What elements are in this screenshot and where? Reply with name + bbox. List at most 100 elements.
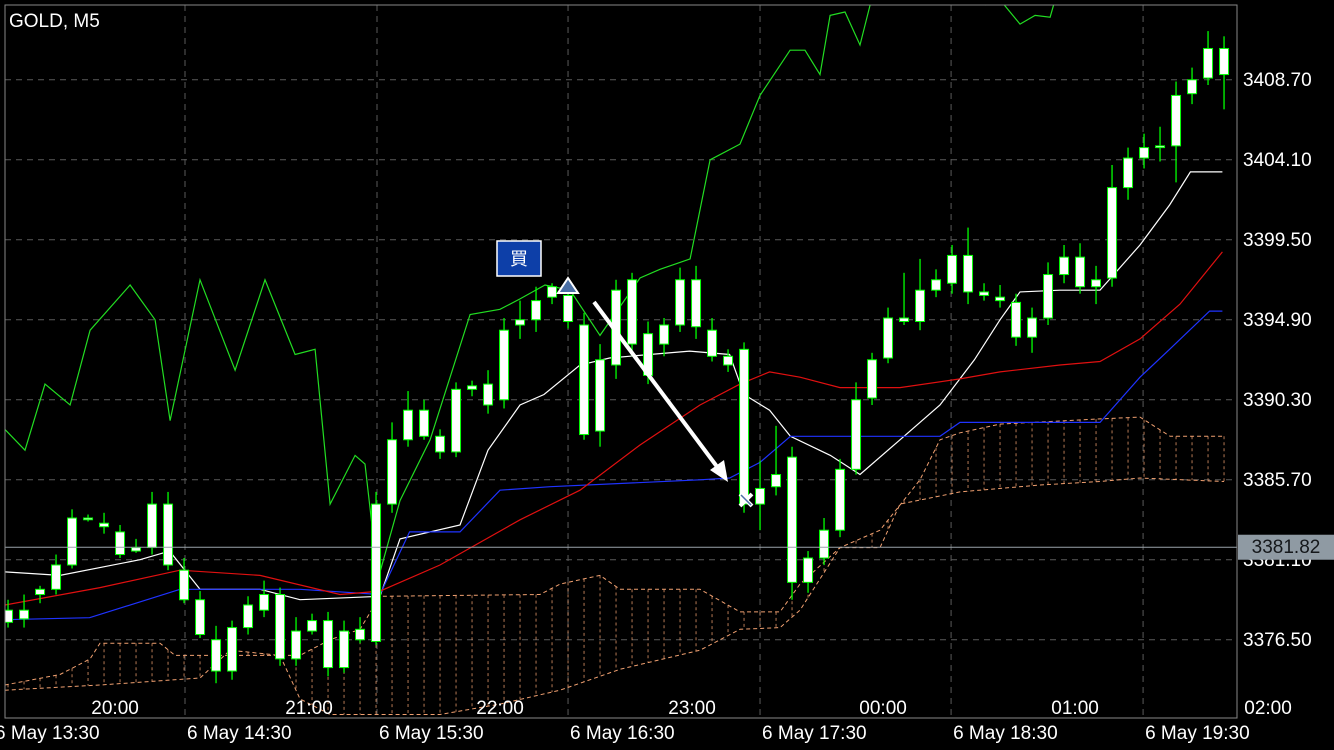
candle-body [691,279,702,328]
candle-body [67,517,78,566]
candle-body [355,628,366,641]
exit-cross-line [740,494,752,506]
x2-tick-label: 22:00 [476,698,524,719]
candle-body [547,286,558,298]
candle-body [707,329,718,357]
candle-body [307,620,318,632]
candle-body [179,569,190,601]
candle-body [227,627,238,672]
x2-tick-label: 00:00 [859,698,907,719]
trade-arrow [592,300,720,470]
candle-body [1187,79,1198,95]
candle-body [35,588,46,596]
x-tick-label: 6 May 14:30 [187,723,292,744]
cloud-span [5,477,1225,715]
candle-body [211,639,222,672]
candle-body [1123,157,1134,189]
candle-body [947,254,958,284]
cloud [5,416,1225,715]
candle-body [1219,47,1230,76]
y-tick-label: 3376.50 [1243,630,1312,651]
candle-body [403,409,414,441]
candle-body [835,468,846,531]
candle-body [19,609,30,620]
candle-body [931,279,942,291]
candle-body [435,435,446,453]
candle-body [1139,147,1150,159]
candle-body [739,348,750,505]
candle-body [419,409,430,437]
y-tick-label: 3408.70 [1243,70,1312,91]
trade-arrow-head [710,460,728,482]
candle-body [1059,256,1070,276]
candle-body [387,439,398,505]
candle-body [99,522,110,528]
x-tick-label: 6 May 18:30 [953,723,1058,744]
candle-body [979,291,990,296]
plot-frame [4,4,1238,719]
candle-body [1011,301,1022,338]
candle-body [339,630,350,669]
x2-tick-label: 02:00 [1244,698,1292,719]
candle-body [899,317,910,323]
buy-marker [496,240,542,277]
candle-body [1107,187,1118,279]
candle-body [275,594,286,660]
x-tick-label: 6 May 13:30 [0,723,100,744]
candle-body [163,503,174,566]
candle-body [563,294,574,323]
candle-body [1171,94,1182,147]
candle-body [771,474,782,488]
candle-body [131,547,142,552]
candle-body [1027,317,1038,338]
candle-body [723,355,734,366]
y-tick-label: 3385.70 [1243,470,1312,491]
y-tick-label: 3390.30 [1243,390,1312,411]
candle-body [595,359,606,432]
candle-body [195,599,206,636]
x2-tick-label: 20:00 [91,698,139,719]
candle-body [963,254,974,293]
candle-body [323,620,334,669]
x2-tick-label: 21:00 [285,698,333,719]
candle-body [659,324,670,345]
candle-body [483,383,494,406]
candle-body [995,296,1006,302]
indicator-line [5,5,1055,580]
candle-body [755,487,766,505]
candle-body [531,300,542,321]
candle-body [1075,256,1086,288]
x2-tick-label: 23:00 [668,698,716,719]
cloud-span [5,416,1224,686]
candle-body [819,529,830,559]
candle-body [5,609,14,623]
trade-markers: 買 [496,240,754,508]
x-tick-label: 6 May 16:30 [570,723,675,744]
candle-body [867,359,878,399]
candle-body [1091,279,1102,288]
candle-body [515,319,526,326]
y-tick-label: 3399.50 [1243,230,1312,251]
indicator-line [5,310,1223,621]
candle-body [627,279,638,345]
candle-body [675,279,686,326]
candle-body [787,456,798,583]
last-price-box [1238,534,1334,560]
candle-body [579,324,590,436]
x-tick-label: 6 May 15:30 [379,723,484,744]
candle-body [499,329,510,401]
x-tick-label: 6 May 17:30 [762,723,867,744]
x-tick-label: 6 May 19:30 [1145,723,1250,744]
last-price-label: 3381.82 [1252,537,1321,558]
candles [5,31,1230,684]
candle-body [451,388,462,453]
exit-cross [738,492,754,508]
candle-body [803,557,814,583]
candle-body [259,594,270,611]
candle-body [851,399,862,470]
candle-body [243,604,254,629]
candle-body [883,317,894,359]
x2-tick-label: 01:00 [1051,698,1099,719]
